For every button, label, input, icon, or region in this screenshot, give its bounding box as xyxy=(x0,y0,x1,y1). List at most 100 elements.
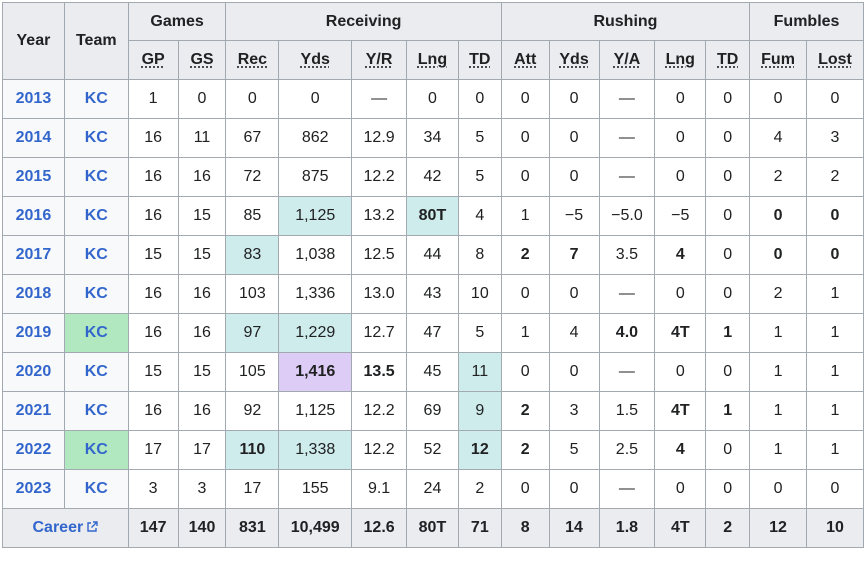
col-header-rush-lng[interactable]: Lng xyxy=(654,40,707,80)
year-link[interactable]: 2018 xyxy=(15,285,52,302)
ya-cell: −5.0 xyxy=(598,196,656,236)
team-link[interactable]: KC xyxy=(84,207,108,224)
team-cell[interactable]: KC xyxy=(63,391,129,431)
rec-cell: 92 xyxy=(225,391,280,431)
year-cell[interactable]: 2014 xyxy=(2,118,65,158)
career-cell[interactable]: Career xyxy=(2,508,129,548)
team-link[interactable]: KC xyxy=(84,441,108,458)
lost-cell: 0 xyxy=(805,235,864,275)
team-cell[interactable]: KC xyxy=(63,313,129,353)
rec-cell: 105 xyxy=(225,352,280,392)
gs-cell: 16 xyxy=(177,313,227,353)
year-cell[interactable]: 2018 xyxy=(2,274,65,314)
col-header-yr[interactable]: Y/R xyxy=(351,40,408,80)
col-header-ya[interactable]: Y/A xyxy=(598,40,656,80)
fum-cell: 0 xyxy=(749,196,807,236)
year-link[interactable]: 2017 xyxy=(15,246,52,263)
yr-cell: 13.0 xyxy=(351,274,408,314)
team-cell[interactable]: KC xyxy=(63,430,129,470)
table-row: 2018 KC 16 16 103 1,336 13.0 43 10 0 0—0 0 2 1 xyxy=(2,274,864,314)
att-cell: 2 xyxy=(500,235,550,275)
col-header-rec-yds[interactable]: Yds xyxy=(278,40,353,80)
year-cell[interactable]: 2021 xyxy=(2,391,65,431)
team-link[interactable]: KC xyxy=(84,402,108,419)
rush-td-cell: 0 xyxy=(705,196,751,236)
rush-yds-cell: 3 xyxy=(548,391,600,431)
year-cell[interactable]: 2017 xyxy=(2,235,65,275)
team-link[interactable]: KC xyxy=(84,168,108,185)
year-link[interactable]: 2020 xyxy=(15,363,52,380)
team-cell[interactable]: KC xyxy=(63,157,129,197)
lost-cell: 3 xyxy=(805,118,864,158)
year-link[interactable]: 2013 xyxy=(15,90,52,107)
year-cell[interactable]: 2022 xyxy=(2,430,65,470)
year-link[interactable]: 2023 xyxy=(15,480,52,497)
rush-yds-cell: 4 xyxy=(548,313,600,353)
year-link[interactable]: 2014 xyxy=(15,129,52,146)
col-header-lost[interactable]: Lost xyxy=(805,40,864,80)
year-link[interactable]: 2022 xyxy=(15,441,52,458)
fum-cell: 2 xyxy=(749,274,807,314)
col-header-rec-td[interactable]: TD xyxy=(457,40,502,80)
career-rush-td: 2 xyxy=(705,508,751,548)
year-link[interactable]: 2015 xyxy=(15,168,52,185)
table-row: 2016 KC 16 15 85 1,125 13.2 80T 4 1 −5 −5.0 −5 0 0 0 xyxy=(2,196,864,236)
att-cell: 0 xyxy=(500,469,550,509)
rec-cell: 17 xyxy=(225,469,280,509)
year-cell[interactable]: 2023 xyxy=(2,469,65,509)
rush-yds-cell: 0 xyxy=(548,118,600,158)
year-cell[interactable]: 2016 xyxy=(2,196,65,236)
career-link[interactable]: Career xyxy=(32,519,84,536)
rush-lng-cell: 0 xyxy=(654,157,707,197)
col-header-rec-lng[interactable]: Lng xyxy=(406,40,459,80)
lost-cell: 1 xyxy=(805,430,864,470)
career-att: 8 xyxy=(500,508,550,548)
ya-cell: 3.5 xyxy=(598,235,656,275)
header-row-groups: Year Team Games Receiving Rushing Fumble… xyxy=(2,2,864,80)
col-header-fum[interactable]: Fum xyxy=(749,40,807,80)
rush-lng-cell: 4 xyxy=(654,430,707,470)
team-cell[interactable]: KC xyxy=(63,196,129,236)
col-header-rush-td[interactable]: TD xyxy=(705,40,751,80)
team-cell[interactable]: KC xyxy=(63,79,129,119)
header-row-columns: GP GS Rec Yds Y/R Lng TD Att Yds Y/A Lng… xyxy=(3,40,864,80)
team-cell[interactable]: KC xyxy=(63,274,129,314)
col-header-rec[interactable]: Rec xyxy=(225,40,280,80)
gs-cell: 15 xyxy=(177,235,227,275)
team-cell[interactable]: KC xyxy=(63,235,129,275)
career-ya: 1.8 xyxy=(598,508,656,548)
col-header-year[interactable]: Year xyxy=(2,2,65,80)
gp-cell: 16 xyxy=(127,196,179,236)
year-link[interactable]: 2019 xyxy=(15,324,52,341)
team-link[interactable]: KC xyxy=(84,90,108,107)
col-header-gp[interactable]: GP xyxy=(127,40,179,80)
team-link[interactable]: KC xyxy=(84,246,108,263)
team-cell[interactable]: KC xyxy=(63,118,129,158)
rush-td-cell: 0 xyxy=(705,118,751,158)
gp-cell: 16 xyxy=(127,391,179,431)
att-cell: 1 xyxy=(500,313,550,353)
team-link[interactable]: KC xyxy=(84,480,108,497)
year-link[interactable]: 2021 xyxy=(15,402,52,419)
rec-lng-cell: 45 xyxy=(406,352,459,392)
col-header-gs[interactable]: GS xyxy=(177,40,227,80)
team-cell[interactable]: KC xyxy=(63,469,129,509)
year-cell[interactable]: 2020 xyxy=(2,352,65,392)
year-cell[interactable]: 2019 xyxy=(2,313,65,353)
career-gs: 140 xyxy=(177,508,227,548)
col-header-rush-yds[interactable]: Yds xyxy=(548,40,600,80)
year-link[interactable]: 2016 xyxy=(15,207,52,224)
col-header-team[interactable]: Team xyxy=(63,2,129,80)
year-cell[interactable]: 2015 xyxy=(2,157,65,197)
year-cell[interactable]: 2013 xyxy=(2,79,65,119)
table-row: 2022 KC 17 17 110 1,338 12.2 52 12 2 5 2.5 4 0 1 1 xyxy=(2,430,864,470)
col-header-att[interactable]: Att xyxy=(500,40,550,80)
team-link[interactable]: KC xyxy=(84,363,108,380)
team-cell[interactable]: KC xyxy=(63,352,129,392)
rec-lng-cell: 42 xyxy=(406,157,459,197)
team-link[interactable]: KC xyxy=(84,285,108,302)
team-link[interactable]: KC xyxy=(84,129,108,146)
team-link[interactable]: KC xyxy=(84,324,108,341)
rush-lng-cell: 4T xyxy=(654,391,707,431)
rec-yds-cell: 1,038 xyxy=(278,235,353,275)
